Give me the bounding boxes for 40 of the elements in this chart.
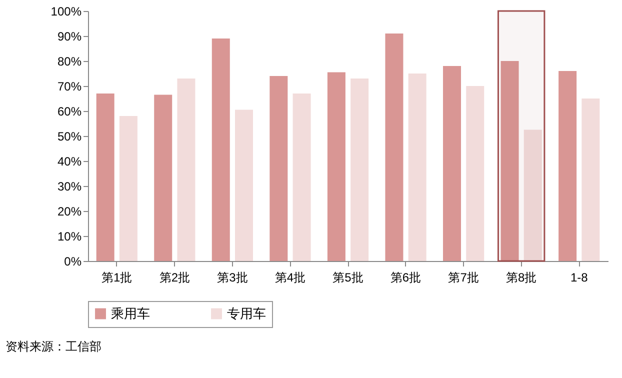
bar xyxy=(350,78,369,261)
x-tick-label: 第7批 xyxy=(448,270,479,284)
x-tick-label: 第8批 xyxy=(506,270,537,284)
x-tick-label: 第6批 xyxy=(390,270,422,284)
y-tick-label: 10% xyxy=(57,230,82,244)
bar xyxy=(177,78,196,261)
bar xyxy=(96,94,114,261)
bar xyxy=(385,34,404,261)
bar xyxy=(524,130,542,261)
x-tick-label: 第3批 xyxy=(217,270,248,284)
x-tick-label: 第1批 xyxy=(102,270,132,284)
bar xyxy=(119,116,138,261)
y-tick-label: 40% xyxy=(57,154,82,168)
bar xyxy=(270,76,288,261)
x-tick-label: 第4批 xyxy=(274,270,306,284)
bar xyxy=(235,110,253,261)
y-tick-label: 60% xyxy=(57,104,82,118)
bar xyxy=(212,38,230,261)
bar xyxy=(327,72,346,261)
y-tick-label: 0% xyxy=(64,254,82,268)
y-tick-label: 70% xyxy=(57,80,82,94)
y-tick-label: 30% xyxy=(57,180,82,194)
legend-label: 乘用车 xyxy=(111,306,150,321)
bar xyxy=(582,98,600,261)
y-tick-label: 90% xyxy=(57,30,82,44)
bar xyxy=(292,94,311,261)
bar xyxy=(558,71,577,261)
y-tick-label: 20% xyxy=(57,204,82,218)
x-tick-label: 第5批 xyxy=(332,270,364,284)
x-tick-label: 第2批 xyxy=(159,270,190,284)
text: 资料来源：工信部 xyxy=(5,340,102,354)
bar xyxy=(443,66,461,261)
bar xyxy=(154,94,172,261)
bar xyxy=(466,86,484,261)
x-tick-label: 1-8 xyxy=(570,270,588,284)
legend-label: 专用车 xyxy=(227,306,266,321)
y-tick-label: 100% xyxy=(50,4,82,18)
y-tick-label: 50% xyxy=(57,130,82,144)
bar xyxy=(408,74,426,261)
y-tick-label: 80% xyxy=(57,54,82,68)
